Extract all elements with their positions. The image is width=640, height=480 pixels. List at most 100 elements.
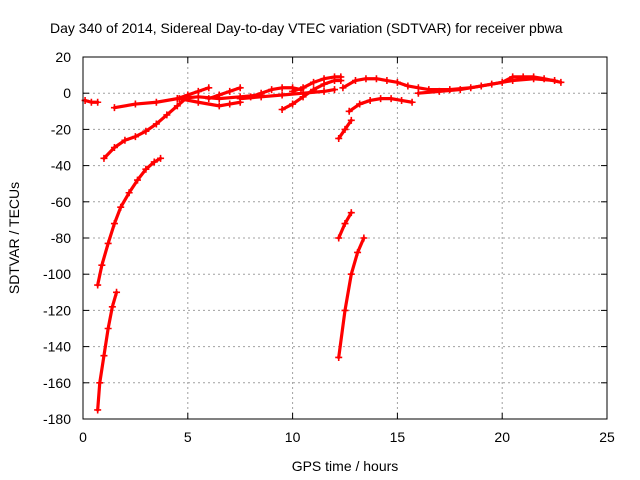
data-point (125, 189, 133, 197)
data-point (133, 176, 141, 184)
data-point (337, 73, 345, 81)
data-point (530, 73, 538, 81)
data-point (360, 234, 368, 242)
data-point (110, 104, 118, 112)
data-point (335, 234, 343, 242)
data-point (100, 352, 108, 360)
series-arc-18 (414, 73, 565, 97)
data-point (289, 100, 297, 108)
x-tick-label: 5 (184, 429, 192, 445)
series-trace (207, 86, 242, 101)
data-point (383, 77, 391, 85)
data-point (320, 75, 328, 83)
series-trace (96, 156, 163, 287)
data-point (540, 75, 548, 83)
data-point (175, 95, 183, 103)
data-point (404, 82, 412, 90)
data-point (278, 84, 286, 92)
series-arc-15 (335, 234, 368, 361)
data-point (94, 281, 102, 289)
data-point (310, 78, 318, 86)
data-point (113, 288, 121, 296)
series-arc-17 (345, 95, 416, 115)
data-point (215, 102, 223, 110)
data-point (408, 98, 416, 106)
data-point (142, 127, 150, 135)
data-point (341, 220, 349, 228)
y-tick-label: -20 (51, 121, 71, 137)
data-point (94, 406, 102, 414)
data-point (341, 306, 349, 314)
chart-title: Day 340 of 2014, Sidereal Day-to-day VTE… (50, 20, 563, 36)
series-trace (175, 86, 211, 101)
data-point (163, 111, 171, 119)
data-point (268, 86, 276, 94)
data-point (299, 84, 307, 92)
series-layer (81, 73, 565, 414)
data-point (477, 82, 485, 90)
data-point (320, 87, 328, 95)
x-tick-label: 0 (79, 429, 87, 445)
data-point (354, 248, 362, 256)
series-arc-12 (289, 73, 345, 95)
data-point (142, 165, 150, 173)
data-point (205, 84, 213, 92)
data-point (157, 154, 165, 162)
data-point (152, 120, 160, 128)
data-point (435, 87, 443, 95)
data-point (236, 84, 244, 92)
data-point (335, 353, 343, 361)
data-point (121, 136, 129, 144)
data-point (152, 98, 160, 106)
tick-layer: 0 5 10 15 20 25 -180 -160 -140 -120 -100 -80 -60 -40 -… (43, 49, 615, 445)
data-point (339, 84, 347, 92)
data-point (289, 87, 297, 95)
y-tick-label: -80 (51, 230, 71, 246)
series-arc-1 (81, 96, 102, 106)
data-point (509, 73, 517, 81)
data-point (498, 78, 506, 86)
data-point (173, 102, 181, 110)
series-arc-3 (94, 154, 165, 289)
data-point (372, 75, 380, 83)
y-tick-label: -120 (43, 302, 71, 318)
y-tick-label: -60 (51, 194, 71, 210)
data-point (194, 87, 202, 95)
data-point (226, 100, 234, 108)
data-point (110, 144, 118, 151)
data-point (347, 270, 355, 278)
series-arc-13 (335, 116, 355, 142)
data-point (347, 116, 355, 124)
data-point (456, 86, 464, 94)
series-trace (337, 236, 366, 360)
data-point (98, 261, 106, 269)
y-tick-label: -160 (43, 375, 71, 391)
y-tick-label: -180 (43, 411, 71, 427)
y-axis-label: SDTVAR / TECUs (6, 182, 22, 294)
data-point (557, 78, 565, 86)
data-point (335, 134, 343, 142)
data-point (366, 96, 374, 104)
data-point (331, 86, 339, 94)
series-arc-4 (100, 93, 192, 162)
data-point (150, 158, 158, 166)
series-arc-8 (205, 84, 244, 103)
grid (83, 57, 607, 419)
data-point (236, 95, 244, 103)
data-point (205, 95, 213, 103)
data-point (100, 154, 108, 162)
data-point (131, 100, 139, 108)
series-trace (416, 75, 563, 95)
data-point (387, 95, 395, 103)
data-point (341, 125, 349, 133)
data-point (110, 220, 118, 228)
x-axis-label: GPS time / hours (292, 458, 399, 474)
data-point (414, 89, 422, 97)
data-point (117, 203, 125, 211)
x-tick-label: 10 (285, 429, 301, 445)
data-point (347, 209, 355, 217)
data-point (131, 133, 139, 141)
data-point (345, 107, 353, 115)
series-arc-7 (175, 95, 244, 110)
